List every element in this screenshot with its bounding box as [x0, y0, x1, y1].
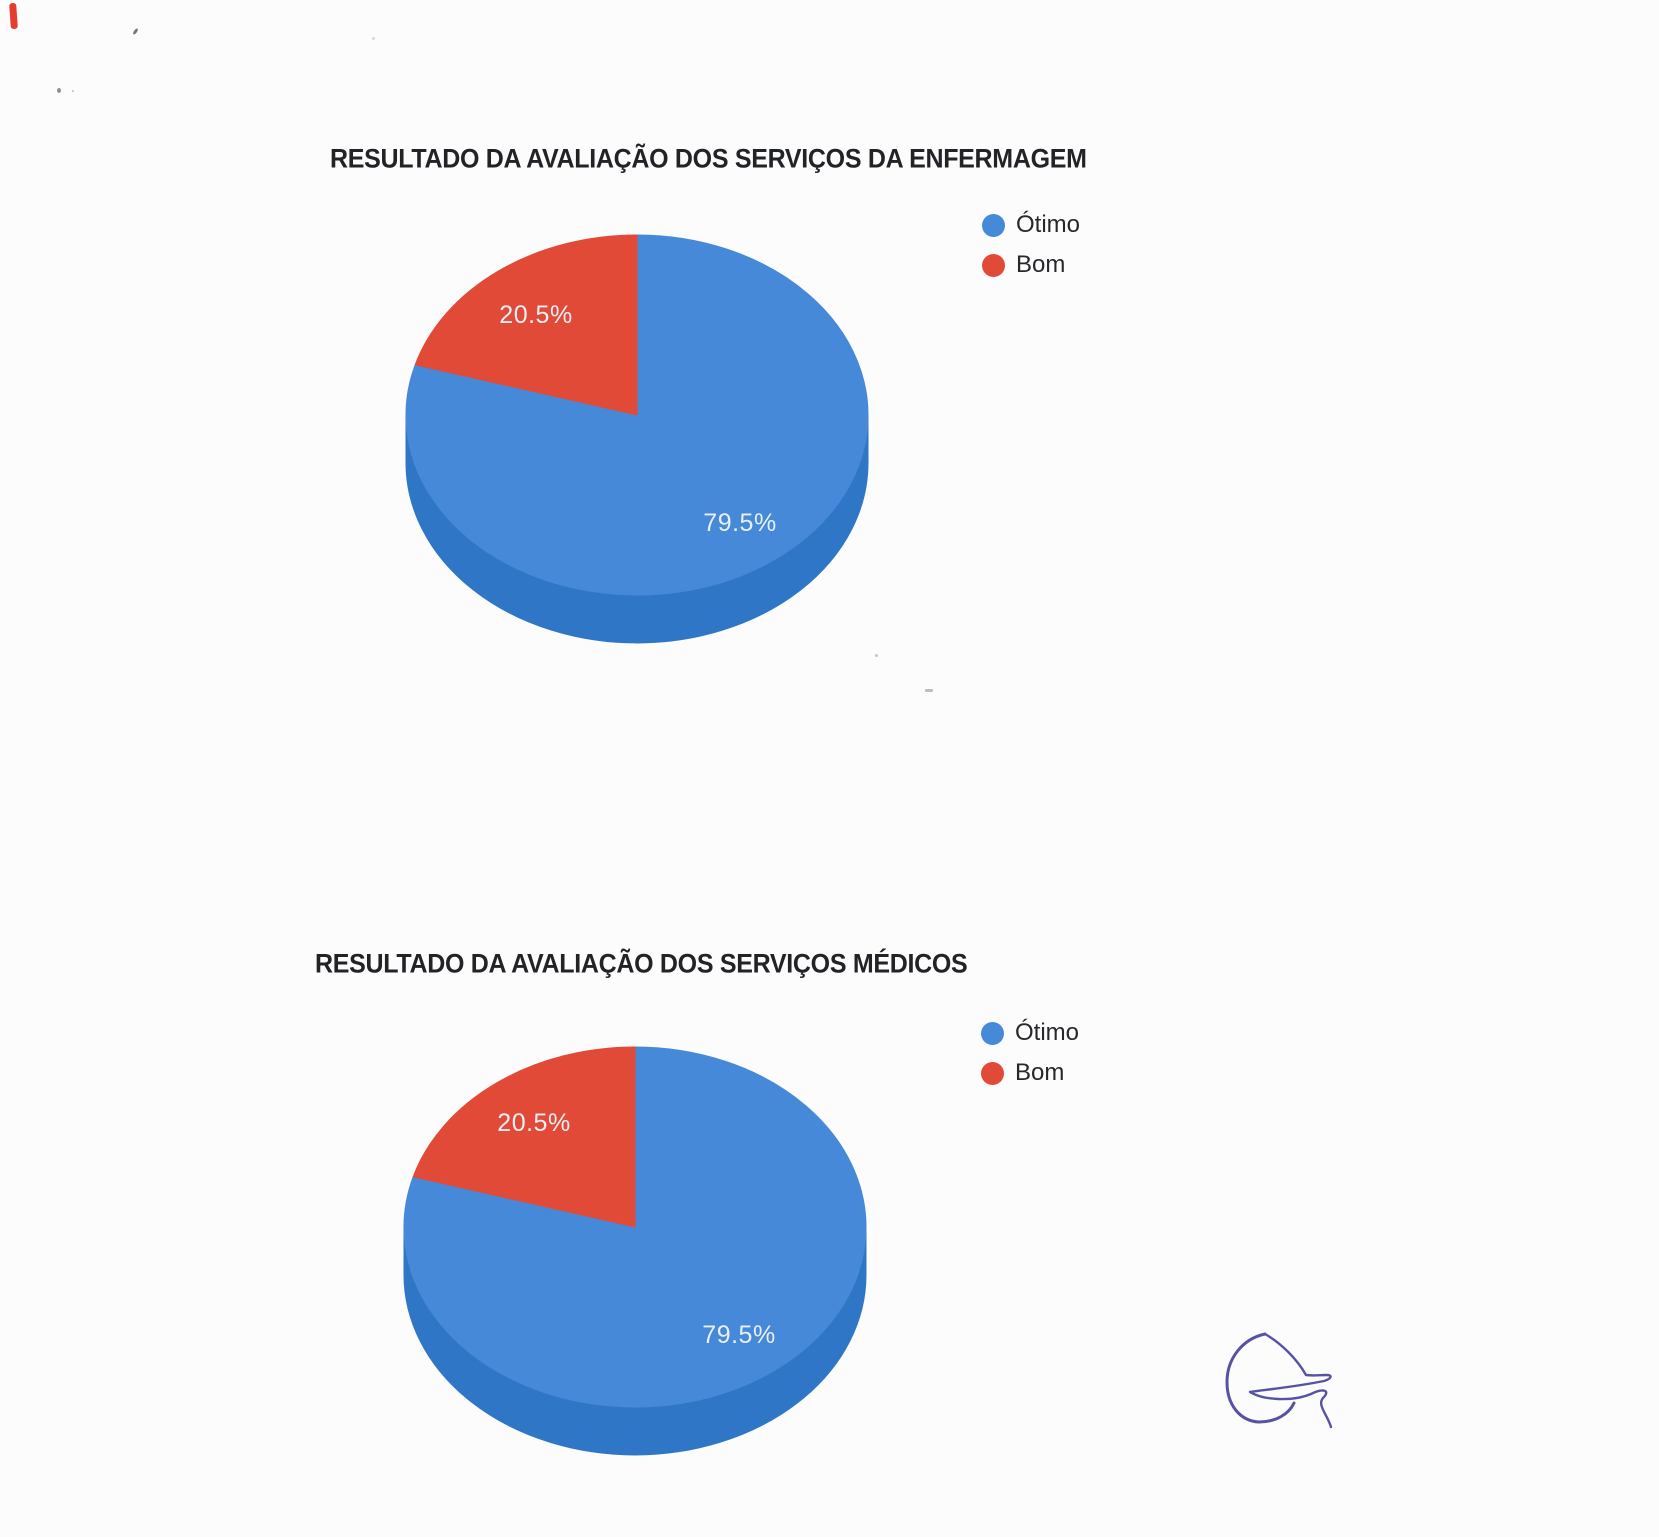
scan-speck	[57, 88, 61, 93]
legend-label-bom: Bom	[1016, 251, 1066, 278]
legend-label-otimo: Ótimo	[1015, 1019, 1080, 1046]
pie-chart-enfermagem	[405, 234, 869, 644]
chart-title-medicos: RESULTADO DA AVALIAÇÃO DOS SERVIÇOS MÉDI…	[315, 948, 968, 980]
scan-speck	[372, 37, 375, 40]
scan-speck	[875, 654, 878, 657]
legend-swatch-bom-icon	[982, 253, 1005, 277]
pie-slice-label-bom: 20.5%	[497, 1109, 571, 1137]
pie-chart-medicos	[403, 1046, 867, 1456]
legend-item-bom: Bom	[982, 253, 1080, 277]
signature-strokes	[1225, 1332, 1333, 1429]
signature-scribble	[1225, 1332, 1333, 1429]
scan-speck	[72, 90, 74, 92]
legend-item-otimo: Ótimo	[982, 213, 1080, 237]
pie-slice-label-otimo: 79.5%	[703, 509, 777, 537]
legend-enfermagem: Ótimo Bom	[982, 213, 1080, 277]
chart-title-enfermagem: RESULTADO DA AVALIAÇÃO DOS SERVIÇOS DA E…	[330, 143, 1087, 175]
legend-item-bom: Bom	[981, 1061, 1079, 1085]
pie-slice-label-bom: 20.5%	[499, 301, 573, 329]
red-pen-edge-mark	[9, 2, 18, 30]
legend-swatch-bom-icon	[981, 1061, 1004, 1085]
pie-slice-label-otimo: 79.5%	[702, 1321, 776, 1349]
legend-item-otimo: Ótimo	[981, 1021, 1079, 1045]
legend-swatch-otimo-icon	[981, 1021, 1004, 1045]
legend-swatch-otimo-icon	[982, 213, 1005, 237]
legend-medicos: Ótimo Bom	[981, 1021, 1079, 1085]
legend-label-bom: Bom	[1015, 1059, 1065, 1086]
scan-speck	[925, 689, 933, 692]
scan-speck	[132, 27, 139, 36]
legend-label-otimo: Ótimo	[1016, 211, 1081, 238]
